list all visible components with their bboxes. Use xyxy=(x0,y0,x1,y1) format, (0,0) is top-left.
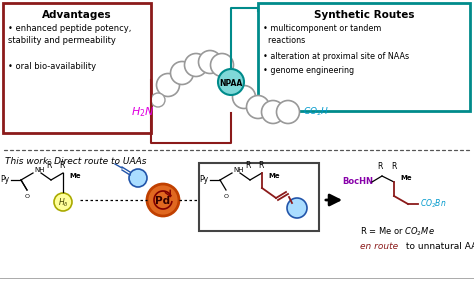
Text: $\mathit{H_2N}$: $\mathit{H_2N}$ xyxy=(131,105,155,119)
Circle shape xyxy=(54,193,72,211)
Text: en route: en route xyxy=(360,242,398,251)
Text: NH: NH xyxy=(34,167,45,173)
Text: Advantages: Advantages xyxy=(42,10,112,20)
FancyBboxPatch shape xyxy=(199,163,319,231)
Circle shape xyxy=(171,61,193,85)
Text: Py: Py xyxy=(0,175,9,185)
Text: Py: Py xyxy=(200,175,209,185)
Text: to unnatural AAs: to unnatural AAs xyxy=(403,242,474,251)
Circle shape xyxy=(184,53,208,76)
Text: • multicomponent or tandem
  reactions: • multicomponent or tandem reactions xyxy=(263,24,382,45)
Circle shape xyxy=(151,93,165,107)
Text: BocHN: BocHN xyxy=(343,177,374,186)
Text: R: R xyxy=(392,162,397,171)
Text: • enhanced peptide potency,
stability and permeability: • enhanced peptide potency, stability an… xyxy=(8,24,131,45)
Text: Me: Me xyxy=(268,173,280,179)
FancyBboxPatch shape xyxy=(258,3,470,111)
Text: R: R xyxy=(377,162,383,171)
Circle shape xyxy=(129,169,147,187)
Circle shape xyxy=(147,184,179,216)
Text: $CO_2Bn$: $CO_2Bn$ xyxy=(420,198,447,210)
Text: R: R xyxy=(46,161,52,170)
Text: This work: Direct route to UAAs: This work: Direct route to UAAs xyxy=(5,157,146,166)
Text: Pd: Pd xyxy=(155,196,171,206)
Text: Me: Me xyxy=(69,173,81,179)
Text: • oral bio-availability: • oral bio-availability xyxy=(8,62,96,71)
Circle shape xyxy=(199,50,221,74)
FancyBboxPatch shape xyxy=(3,3,151,133)
Circle shape xyxy=(246,95,270,119)
Text: • genome engineering: • genome engineering xyxy=(263,66,354,75)
Text: $CO_2H$: $CO_2H$ xyxy=(303,106,329,118)
Bar xyxy=(0,0,474,148)
Circle shape xyxy=(276,100,300,123)
Text: R: R xyxy=(246,161,251,170)
Text: O: O xyxy=(224,194,228,199)
Text: R: R xyxy=(258,161,264,170)
Text: NPAA: NPAA xyxy=(219,78,243,87)
Text: R: R xyxy=(59,161,64,170)
Text: R = Me or $CO_2Me$: R = Me or $CO_2Me$ xyxy=(360,225,435,237)
Text: NH: NH xyxy=(233,167,244,173)
Text: $H_\delta$: $H_\delta$ xyxy=(58,197,68,209)
Text: O: O xyxy=(25,194,29,199)
Circle shape xyxy=(218,69,244,95)
Text: Me: Me xyxy=(400,175,411,181)
Circle shape xyxy=(287,198,307,218)
Text: • alteration at proximal site of NAAs: • alteration at proximal site of NAAs xyxy=(263,52,409,61)
Bar xyxy=(0,148,474,283)
Circle shape xyxy=(262,100,284,123)
Text: Synthetic Routes: Synthetic Routes xyxy=(314,10,414,20)
Circle shape xyxy=(233,85,255,108)
Circle shape xyxy=(210,53,234,76)
Circle shape xyxy=(156,74,180,97)
